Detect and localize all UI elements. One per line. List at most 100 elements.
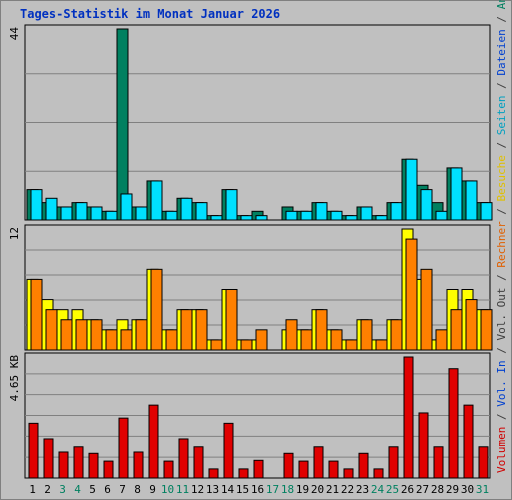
bar-Volumen-day-16 bbox=[253, 459, 264, 479]
bar-Rechner-day-11 bbox=[180, 309, 193, 351]
x-tick-label-day-31: 31 bbox=[476, 483, 489, 496]
bar-Volumen-day-11 bbox=[178, 438, 189, 479]
x-tick-label-day-4: 4 bbox=[74, 483, 81, 496]
legend-entry-5: / bbox=[495, 268, 508, 288]
bar-Volumen-day-9 bbox=[148, 404, 159, 479]
x-tick-label-day-8: 8 bbox=[134, 483, 141, 496]
x-tick-label-day-18: 18 bbox=[281, 483, 294, 496]
legend-entry-10: Seiten bbox=[495, 95, 508, 135]
x-tick-label-day-5: 5 bbox=[89, 483, 96, 496]
bar-Volumen-day-12 bbox=[193, 446, 204, 479]
panel-visits-ymax-label: 12 bbox=[8, 227, 21, 240]
legend-entry-4: Vol. Out bbox=[495, 288, 508, 341]
bar-Seiten-day-5 bbox=[90, 206, 103, 221]
x-tick-label-day-1: 1 bbox=[29, 483, 36, 496]
bar-Rechner-day-16 bbox=[255, 329, 268, 351]
bar-Seiten-day-22 bbox=[345, 215, 358, 221]
bar-Rechner-day-30 bbox=[465, 299, 478, 351]
x-tick-label-day-3: 3 bbox=[59, 483, 66, 496]
x-tick-label-day-23: 23 bbox=[356, 483, 369, 496]
x-tick-label-day-26: 26 bbox=[401, 483, 414, 496]
bar-Volumen-day-15 bbox=[238, 468, 249, 479]
bar-Rechner-day-9 bbox=[150, 268, 163, 351]
bar-Rechner-day-10 bbox=[165, 329, 178, 351]
legend-entry-8: Besuche bbox=[495, 155, 508, 201]
bar-Seiten-day-4 bbox=[75, 202, 88, 221]
bar-Rechner-day-31 bbox=[480, 309, 493, 351]
bar-Rechner-day-26 bbox=[405, 238, 418, 351]
bar-Volumen-day-26 bbox=[403, 356, 414, 479]
legend-entry-11: / bbox=[495, 76, 508, 96]
x-tick-label-day-25: 25 bbox=[386, 483, 399, 496]
bar-Volumen-day-18 bbox=[283, 452, 294, 479]
legend-entry-0: Volumen bbox=[495, 427, 508, 473]
bar-Volumen-day-23 bbox=[358, 452, 369, 479]
bar-Rechner-day-8 bbox=[135, 319, 148, 351]
x-tick-label-day-10: 10 bbox=[161, 483, 174, 496]
bar-Volumen-day-6 bbox=[103, 460, 114, 479]
bar-Rechner-day-27 bbox=[420, 268, 433, 351]
legend-entry-7: / bbox=[495, 201, 508, 221]
panel-visits: 12 bbox=[8, 224, 493, 351]
x-tick-label-day-27: 27 bbox=[416, 483, 429, 496]
x-tick-label-day-14: 14 bbox=[221, 483, 235, 496]
bar-Volumen-day-1 bbox=[28, 422, 39, 479]
bar-Seiten-day-18 bbox=[285, 210, 298, 221]
x-tick-label-day-30: 30 bbox=[461, 483, 474, 496]
chart-title: Tages-Statistik im Monat Januar 2026 bbox=[20, 7, 280, 21]
bar-Seiten-day-10 bbox=[165, 210, 178, 221]
bar-Rechner-day-7 bbox=[120, 329, 133, 351]
bar-Anfragen-day-7 bbox=[116, 28, 129, 221]
x-tick-label-day-12: 12 bbox=[191, 483, 204, 496]
series-legend: Volumen / Vol. In / Vol. Out / Rechner /… bbox=[495, 0, 508, 473]
bar-Seiten-day-23 bbox=[360, 206, 373, 221]
bar-Seiten-day-6 bbox=[105, 210, 118, 221]
bar-Seiten-day-21 bbox=[330, 210, 343, 221]
bar-Rechner-day-4 bbox=[75, 319, 88, 351]
bar-Volumen-day-27 bbox=[418, 412, 429, 479]
bar-Rechner-day-22 bbox=[345, 339, 358, 351]
bar-Seiten-day-31 bbox=[480, 202, 493, 221]
x-tick-label-day-22: 22 bbox=[341, 483, 354, 496]
bar-Volumen-day-3 bbox=[58, 451, 69, 479]
bar-Volumen-day-21 bbox=[328, 460, 339, 479]
bar-Seiten-day-16 bbox=[255, 215, 268, 221]
legend-entry-2: Vol. In bbox=[495, 360, 508, 406]
bar-Seiten-day-30 bbox=[465, 180, 478, 221]
series-Seiten bbox=[30, 158, 493, 221]
panel-requests-ymax-label: 44 bbox=[8, 27, 21, 41]
bar-Seiten-day-13 bbox=[210, 215, 223, 221]
x-tick-label-day-13: 13 bbox=[206, 483, 219, 496]
bar-Seiten-day-25 bbox=[390, 202, 403, 221]
x-tick-label-day-24: 24 bbox=[371, 483, 385, 496]
bar-Volumen-day-24 bbox=[373, 468, 384, 479]
legend-entry-1: / bbox=[495, 407, 508, 427]
bar-Volumen-day-30 bbox=[463, 404, 474, 479]
bar-Seiten-day-14 bbox=[225, 189, 238, 221]
bar-Seiten-day-29 bbox=[450, 167, 463, 221]
x-tick-label-day-21: 21 bbox=[326, 483, 339, 496]
bar-Volumen-day-8 bbox=[133, 451, 144, 479]
bar-Rechner-day-1 bbox=[30, 278, 43, 351]
x-tick-label-day-20: 20 bbox=[311, 483, 324, 496]
bar-Seiten-day-19 bbox=[300, 210, 313, 221]
series-Rechner bbox=[30, 238, 493, 351]
bar-Rechner-day-13 bbox=[210, 339, 223, 351]
bar-Volumen-day-7 bbox=[118, 417, 129, 479]
bar-Volumen-day-10 bbox=[163, 460, 174, 479]
panel-volume-ymax-label: 4.65 KB bbox=[8, 355, 21, 402]
bar-Volumen-day-29 bbox=[448, 368, 459, 479]
bar-Seiten-day-24 bbox=[375, 215, 388, 221]
bar-Rechner-day-21 bbox=[330, 329, 343, 351]
legend-entry-13: / bbox=[495, 9, 508, 29]
bar-Volumen-day-2 bbox=[43, 438, 54, 479]
bar-Rechner-day-18 bbox=[285, 319, 298, 351]
bar-Rechner-day-5 bbox=[90, 319, 103, 351]
bar-Volumen-day-5 bbox=[88, 452, 99, 479]
bar-Seiten-day-15 bbox=[240, 215, 253, 221]
x-tick-label-day-16: 16 bbox=[251, 483, 264, 496]
bar-Seiten-day-3 bbox=[60, 206, 73, 221]
x-tick-label-day-28: 28 bbox=[431, 483, 444, 496]
x-tick-label-day-19: 19 bbox=[296, 483, 309, 496]
